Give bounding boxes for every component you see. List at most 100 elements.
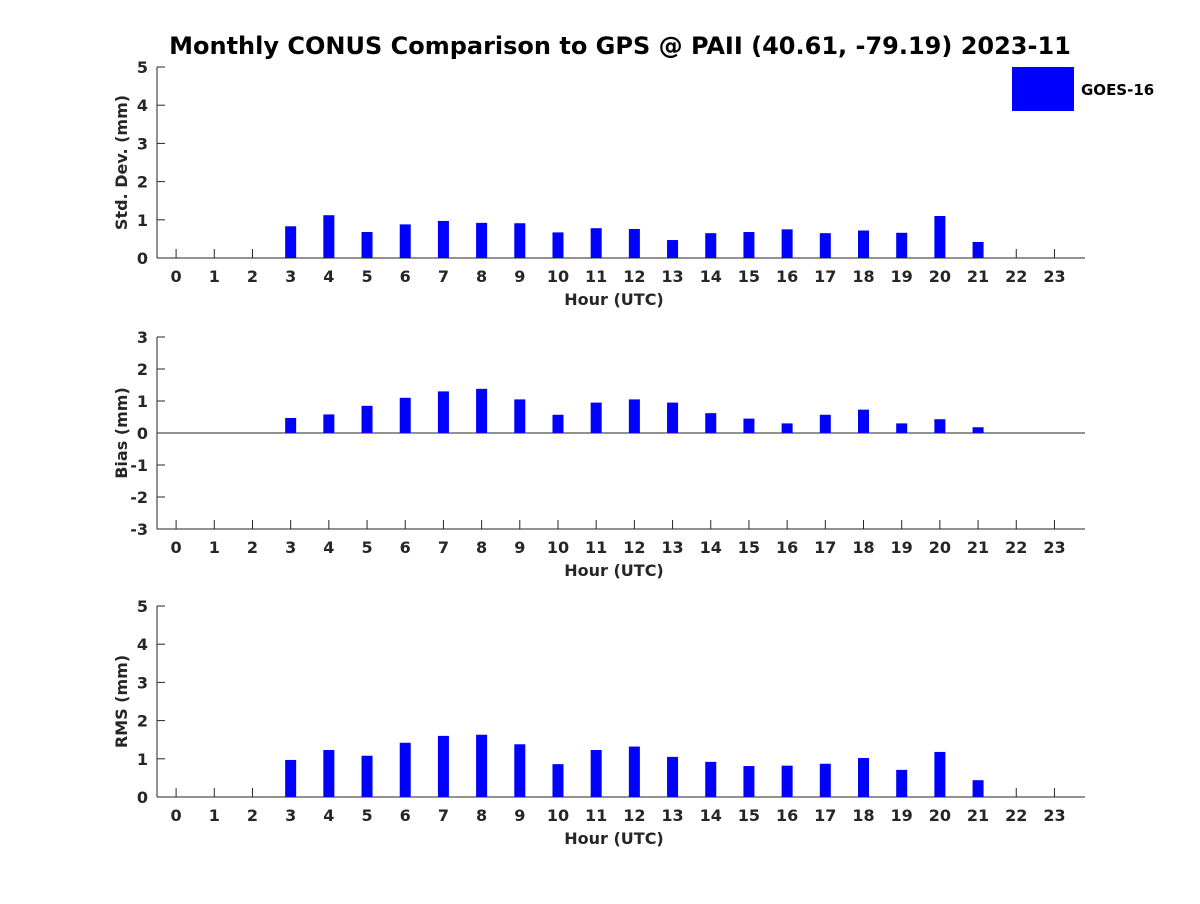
- bar-hour-10: [552, 232, 564, 258]
- x-tick-label: 14: [700, 267, 722, 286]
- y-tick-label: 2: [137, 360, 148, 379]
- x-tick-label: 14: [700, 806, 722, 825]
- y-tick-label: 3: [137, 673, 148, 692]
- x-tick-label: 9: [514, 267, 525, 286]
- bar-hour-18: [858, 230, 870, 258]
- x-tick-label: 23: [1043, 806, 1065, 825]
- y-axis-label: RMS (mm): [112, 655, 131, 748]
- x-tick-label: 1: [209, 806, 220, 825]
- x-tick-label: 3: [285, 538, 296, 557]
- x-tick-label: 19: [891, 538, 913, 557]
- bar-hour-17: [819, 233, 831, 258]
- x-tick-label: 10: [547, 538, 569, 557]
- x-tick-label: 19: [891, 267, 913, 286]
- x-tick-label: 13: [661, 806, 683, 825]
- bar-hour-8: [476, 734, 488, 797]
- x-tick-label: 1: [209, 267, 220, 286]
- x-tick-label: 3: [285, 267, 296, 286]
- x-tick-label: 6: [400, 806, 411, 825]
- bar-hour-21: [972, 427, 984, 433]
- y-tick-label: -2: [130, 488, 148, 507]
- x-tick-label: 14: [700, 538, 722, 557]
- bar-hour-14: [705, 233, 717, 258]
- bar-hour-4: [323, 750, 335, 797]
- x-tick-label: 22: [1005, 538, 1027, 557]
- bar-hour-19: [896, 423, 908, 433]
- y-axis-label: Bias (mm): [112, 387, 131, 479]
- x-tick-label: 11: [585, 538, 607, 557]
- y-tick-label: 3: [137, 328, 148, 347]
- x-tick-label: 9: [514, 538, 525, 557]
- bar-hour-5: [361, 405, 373, 433]
- bar-hour-6: [399, 742, 411, 797]
- x-tick-label: 8: [476, 538, 487, 557]
- x-tick-label: 20: [929, 538, 951, 557]
- x-tick-label: 10: [547, 806, 569, 825]
- y-tick-label: 4: [137, 635, 148, 654]
- x-tick-label: 17: [814, 806, 836, 825]
- bar-hour-17: [819, 763, 831, 797]
- x-tick-label: 0: [171, 538, 182, 557]
- x-tick-label: 23: [1043, 538, 1065, 557]
- x-tick-label: 18: [852, 267, 874, 286]
- legend: GOES-16: [1012, 67, 1154, 111]
- x-tick-label: 22: [1005, 806, 1027, 825]
- bar-hour-15: [743, 232, 755, 258]
- bar-hour-18: [858, 758, 870, 797]
- y-tick-label: 5: [137, 597, 148, 616]
- x-tick-label: 5: [361, 538, 372, 557]
- y-tick-label: 0: [137, 424, 148, 443]
- y-tick-label: 2: [137, 173, 148, 192]
- x-tick-label: 15: [738, 806, 760, 825]
- y-tick-label: -1: [130, 456, 148, 475]
- bar-hour-4: [323, 414, 335, 433]
- x-tick-label: 15: [738, 538, 760, 557]
- x-tick-label: 18: [852, 538, 874, 557]
- bar-hour-3: [285, 759, 297, 797]
- bar-hour-11: [590, 750, 602, 797]
- x-tick-label: 12: [623, 538, 645, 557]
- bar-hour-20: [934, 419, 946, 433]
- bar-hour-16: [781, 423, 793, 433]
- legend-label-goes-16: GOES-16: [1081, 81, 1154, 99]
- bar-hour-19: [896, 769, 908, 797]
- x-tick-label: 3: [285, 806, 296, 825]
- x-tick-label: 5: [361, 267, 372, 286]
- y-axis-label: Std. Dev. (mm): [112, 95, 131, 230]
- x-tick-label: 23: [1043, 267, 1065, 286]
- x-tick-label: 7: [438, 538, 449, 557]
- bar-hour-13: [667, 402, 679, 433]
- x-tick-label: 2: [247, 806, 258, 825]
- bar-hour-7: [437, 735, 449, 797]
- x-tick-label: 2: [247, 538, 258, 557]
- bar-hour-10: [552, 414, 564, 433]
- x-tick-label: 13: [661, 538, 683, 557]
- x-tick-label: 21: [967, 267, 989, 286]
- bar-hour-12: [628, 746, 640, 797]
- x-tick-label: 16: [776, 538, 798, 557]
- y-tick-label: -3: [130, 520, 148, 539]
- bar-hour-13: [667, 756, 679, 797]
- x-tick-label: 11: [585, 806, 607, 825]
- x-tick-label: 21: [967, 538, 989, 557]
- bar-hour-13: [667, 240, 679, 258]
- x-tick-label: 2: [247, 267, 258, 286]
- x-tick-label: 15: [738, 267, 760, 286]
- x-tick-label: 16: [776, 806, 798, 825]
- x-tick-label: 4: [323, 267, 334, 286]
- y-tick-label: 0: [137, 788, 148, 807]
- bar-hour-20: [934, 215, 946, 258]
- bar-hour-19: [896, 232, 908, 258]
- x-tick-label: 12: [623, 267, 645, 286]
- x-tick-label: 0: [171, 267, 182, 286]
- bar-hour-21: [972, 780, 984, 797]
- x-tick-label: 20: [929, 806, 951, 825]
- y-tick-label: 3: [137, 134, 148, 153]
- y-tick-label: 1: [137, 392, 148, 411]
- bar-hour-6: [399, 397, 411, 433]
- bar-hour-11: [590, 228, 602, 258]
